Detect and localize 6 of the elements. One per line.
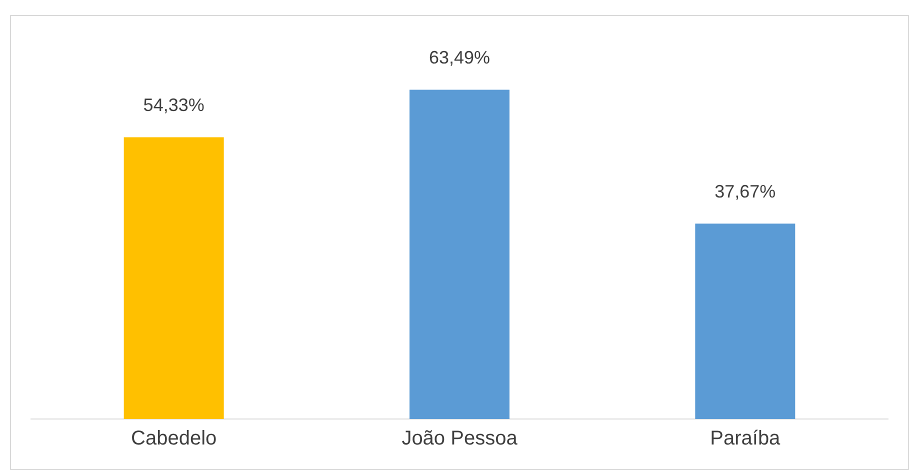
data-label: 54,33% — [143, 95, 204, 116]
x-tick-label: João Pessoa — [402, 428, 518, 450]
data-label: 37,67% — [714, 182, 776, 202]
x-tick-label: Paraíba — [710, 428, 782, 450]
data-label: 63,49% — [428, 48, 490, 68]
x-tick-label: Cabedelo — [131, 428, 217, 450]
